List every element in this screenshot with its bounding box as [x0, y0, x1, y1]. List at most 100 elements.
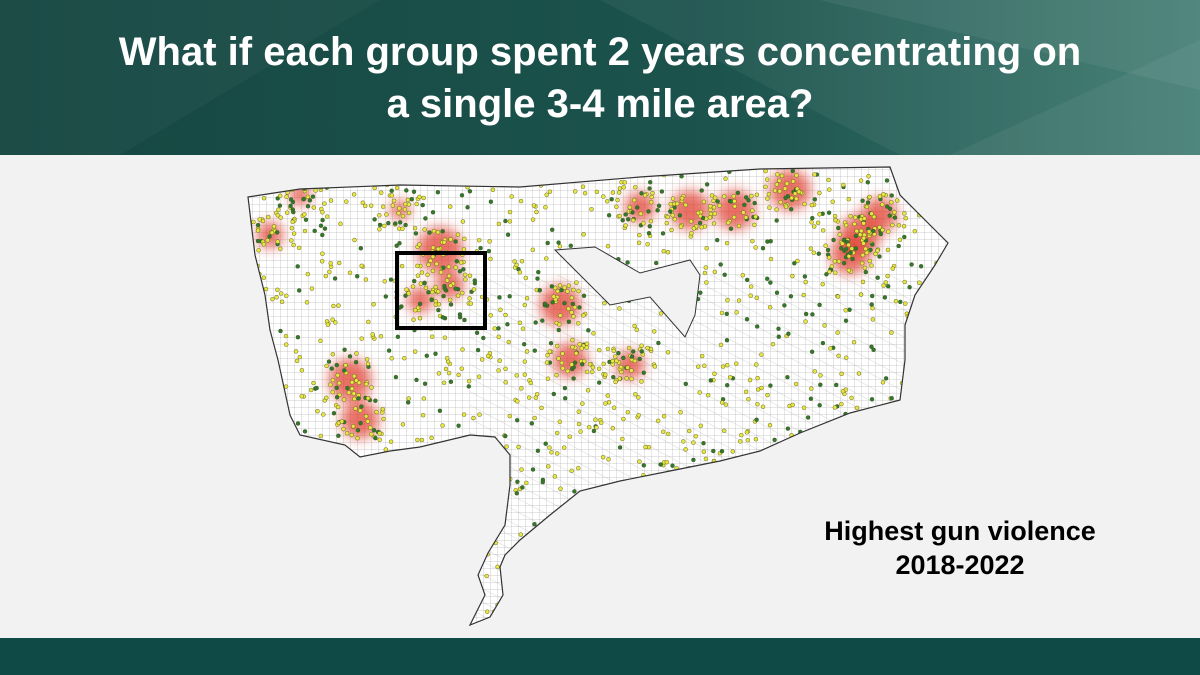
incident-point: [321, 412, 326, 417]
incident-point: [622, 513, 627, 518]
incident-point: [581, 232, 586, 237]
incident-point: [577, 305, 582, 310]
incident-point: [522, 559, 527, 564]
incident-point: [809, 349, 815, 355]
incident-point: [377, 213, 382, 218]
incident-point: [913, 185, 919, 190]
incident-point: [629, 368, 634, 373]
incident-point: [545, 376, 551, 381]
incident-point: [629, 354, 635, 359]
incident-point: [861, 235, 866, 241]
incident-point: [473, 570, 478, 576]
incident-point: [907, 379, 913, 385]
incident-point: [933, 495, 938, 500]
incident-point: [910, 489, 916, 495]
incident-point: [584, 369, 590, 375]
incident-point: [585, 388, 591, 393]
incident-point: [836, 225, 841, 231]
incident-point: [448, 379, 454, 385]
incident-point: [880, 380, 886, 385]
incident-point: [400, 422, 406, 427]
incident-point: [883, 376, 889, 381]
incident-point: [639, 191, 644, 196]
incident-point: [352, 520, 357, 525]
incident-point: [912, 228, 917, 234]
incident-point: [861, 221, 866, 226]
incident-point: [458, 450, 463, 455]
incident-point: [544, 192, 549, 197]
incident-point: [639, 343, 644, 348]
incident-point: [320, 251, 325, 256]
incident-point: [640, 169, 646, 174]
incident-point: [683, 447, 688, 452]
incident-point: [549, 519, 554, 524]
incident-point: [344, 478, 349, 484]
incident-point: [289, 179, 295, 184]
incident-point: [709, 508, 715, 513]
incident-point: [901, 223, 907, 229]
incident-point: [478, 245, 483, 251]
incident-point: [623, 223, 628, 228]
incident-point: [511, 179, 516, 184]
incident-point: [556, 600, 561, 606]
incident-point: [266, 448, 271, 454]
incident-point: [266, 214, 271, 220]
incident-point: [341, 426, 346, 432]
incident-point: [678, 410, 683, 415]
incident-point: [320, 210, 325, 215]
incident-point: [864, 250, 869, 256]
incident-point: [827, 269, 832, 275]
incident-point: [373, 435, 378, 441]
incident-point: [410, 573, 415, 578]
incident-point: [261, 448, 266, 454]
incident-point: [641, 480, 646, 485]
incident-point: [571, 314, 576, 319]
incident-point: [243, 394, 247, 398]
incident-point: [661, 248, 666, 254]
incident-point: [744, 316, 750, 322]
incident-point: [455, 232, 461, 237]
incident-point: [441, 265, 446, 270]
incident-point: [782, 186, 788, 191]
incident-point: [278, 246, 283, 252]
incident-point: [451, 517, 457, 522]
incident-point: [433, 284, 438, 290]
incident-point: [429, 504, 434, 510]
incident-point: [319, 627, 323, 631]
incident-point: [766, 192, 772, 197]
incident-point: [754, 362, 759, 367]
incident-point: [840, 594, 845, 599]
incident-point: [380, 406, 386, 412]
incident-point: [760, 245, 766, 251]
incident-point: [304, 300, 310, 305]
incident-point: [693, 434, 698, 439]
incident-point: [843, 415, 848, 420]
incident-point: [625, 260, 630, 265]
incident-point: [870, 305, 875, 311]
incident-point: [448, 237, 453, 242]
incident-point: [412, 225, 418, 231]
incident-point: [678, 577, 683, 582]
incident-point: [636, 413, 641, 418]
incident-point: [647, 589, 652, 594]
incident-point: [334, 395, 340, 400]
incident-point: [579, 535, 584, 540]
incident-point: [355, 519, 361, 525]
incident-point: [592, 576, 597, 581]
incident-point: [626, 345, 632, 351]
incident-point: [565, 289, 570, 294]
incident-point: [734, 595, 739, 600]
incident-point: [485, 473, 490, 478]
incident-point: [701, 449, 706, 454]
incident-point: [711, 205, 717, 210]
incident-point: [803, 457, 808, 462]
incident-point: [378, 334, 384, 339]
incident-point: [715, 199, 720, 204]
incident-point: [882, 295, 888, 300]
incident-point: [386, 348, 392, 353]
incident-point: [446, 273, 452, 279]
incident-point: [403, 222, 408, 228]
incident-point: [336, 303, 341, 308]
incident-point: [459, 260, 464, 265]
incident-point: [937, 441, 942, 447]
